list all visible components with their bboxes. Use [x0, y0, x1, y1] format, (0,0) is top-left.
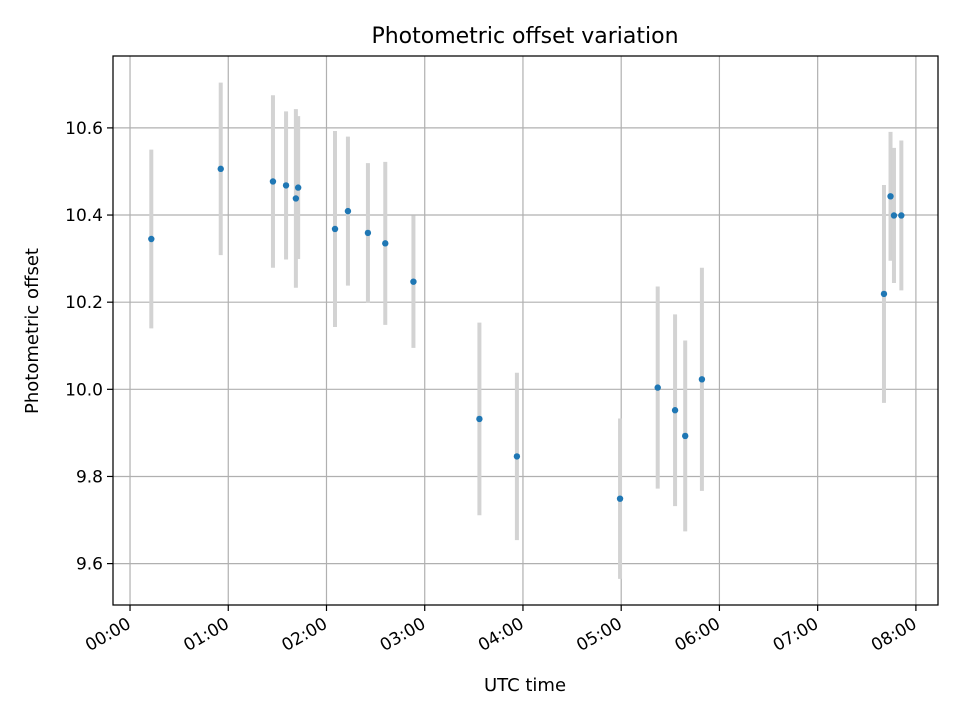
data-point: [217, 165, 224, 173]
y-tick-label: 9.8: [76, 467, 103, 487]
y-axis-ticks: 9.6 9.8 10.0 10.2 10.4 10.6: [65, 119, 113, 575]
data-point: [890, 212, 898, 219]
data-point: [898, 212, 905, 219]
data-point: [148, 235, 155, 243]
data-point: [410, 278, 417, 285]
y-tick-label: 10.4: [65, 206, 103, 226]
data-point: [344, 207, 352, 215]
x-axis-label: UTC time: [484, 675, 566, 696]
data-point: [682, 432, 689, 440]
data-points: [148, 165, 905, 502]
data-point: [671, 407, 679, 414]
data-point: [616, 495, 624, 502]
data-point: [382, 240, 389, 247]
y-tick-label: 10.6: [65, 119, 103, 139]
axes-frame: [112, 55, 939, 606]
y-tick-label: 10.0: [65, 380, 103, 400]
plot-area: [113, 56, 938, 605]
y-tick-label: 9.6: [76, 555, 103, 575]
data-point: [476, 415, 483, 423]
data-point: [880, 290, 888, 298]
data-point: [269, 178, 277, 185]
data-point: [513, 453, 521, 460]
y-axis-label: Photometric offset: [22, 248, 43, 414]
grid: [113, 56, 938, 605]
data-point: [654, 384, 661, 391]
data-point: [282, 182, 290, 189]
data-point: [698, 376, 706, 383]
data-point: [364, 229, 372, 237]
y-tick-label: 10.2: [65, 293, 103, 313]
data-point: [292, 195, 300, 202]
data-point: [331, 225, 339, 233]
chart-title: Photometric offset variation: [371, 24, 678, 49]
data-point: [887, 193, 894, 200]
data-point: [294, 184, 302, 191]
